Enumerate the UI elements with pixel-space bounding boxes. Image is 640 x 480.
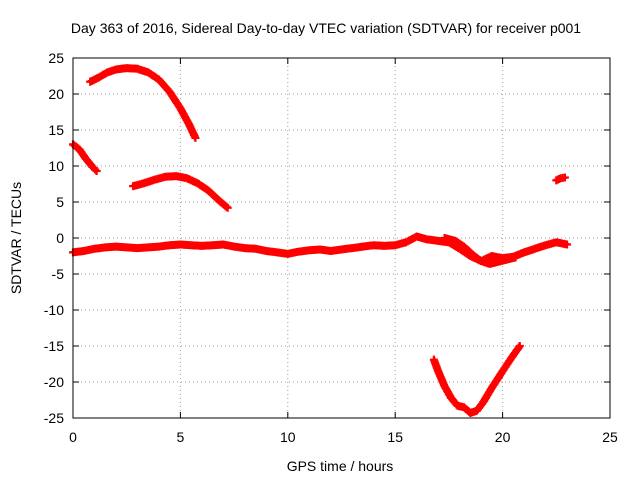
y-tick-label: -5 xyxy=(52,266,65,282)
data-point xyxy=(92,167,101,176)
y-tick-label: -15 xyxy=(44,338,64,354)
data-point xyxy=(91,165,100,174)
y-tick-label: 20 xyxy=(48,86,64,102)
x-axis-label: GPS time / hours xyxy=(287,458,394,474)
y-tick-label: -20 xyxy=(44,374,64,390)
series-arc-short-8 xyxy=(552,173,569,185)
y-tick-label: 0 xyxy=(56,230,64,246)
series-arc-near-zero-branch xyxy=(440,234,520,268)
x-tick-label: 25 xyxy=(602,429,618,445)
grid xyxy=(73,58,610,418)
data-point xyxy=(191,133,200,142)
data-point xyxy=(511,253,520,262)
x-tick-label: 10 xyxy=(280,429,296,445)
y-tick-label: 5 xyxy=(56,194,64,210)
data-point xyxy=(560,173,569,182)
y-tick-label: -10 xyxy=(44,302,64,318)
series-arc-falling-13 xyxy=(69,140,101,176)
series-arc-near-zero xyxy=(69,232,572,266)
series-arc-hump-8 xyxy=(129,172,232,212)
x-tick-label: 20 xyxy=(495,429,511,445)
y-tick-labels: 25 20 15 10 5 0 -5 -10 -15 -20 -25 xyxy=(44,50,64,426)
y-tick-label: -25 xyxy=(44,410,64,426)
series-arc-valley-24 xyxy=(429,342,524,417)
series-arc-high-23 xyxy=(86,64,200,142)
x-tick-labels: 0 5 10 15 20 25 xyxy=(69,429,618,445)
data-point xyxy=(515,342,524,350)
x-tick-label: 0 xyxy=(69,429,77,445)
axis-ticks xyxy=(72,57,611,419)
data-point xyxy=(223,203,232,212)
data-point xyxy=(563,240,572,249)
y-axis-label: SDTVAR / TECUs xyxy=(8,182,24,294)
y-tick-label: 25 xyxy=(48,50,64,66)
chart-title: Day 363 of 2016, Sidereal Day-to-day VTE… xyxy=(71,20,581,36)
y-tick-label: 15 xyxy=(48,122,64,138)
series-layer xyxy=(69,64,572,417)
x-tick-label: 15 xyxy=(387,429,403,445)
y-tick-label: 10 xyxy=(48,158,64,174)
x-tick-label: 5 xyxy=(177,429,185,445)
